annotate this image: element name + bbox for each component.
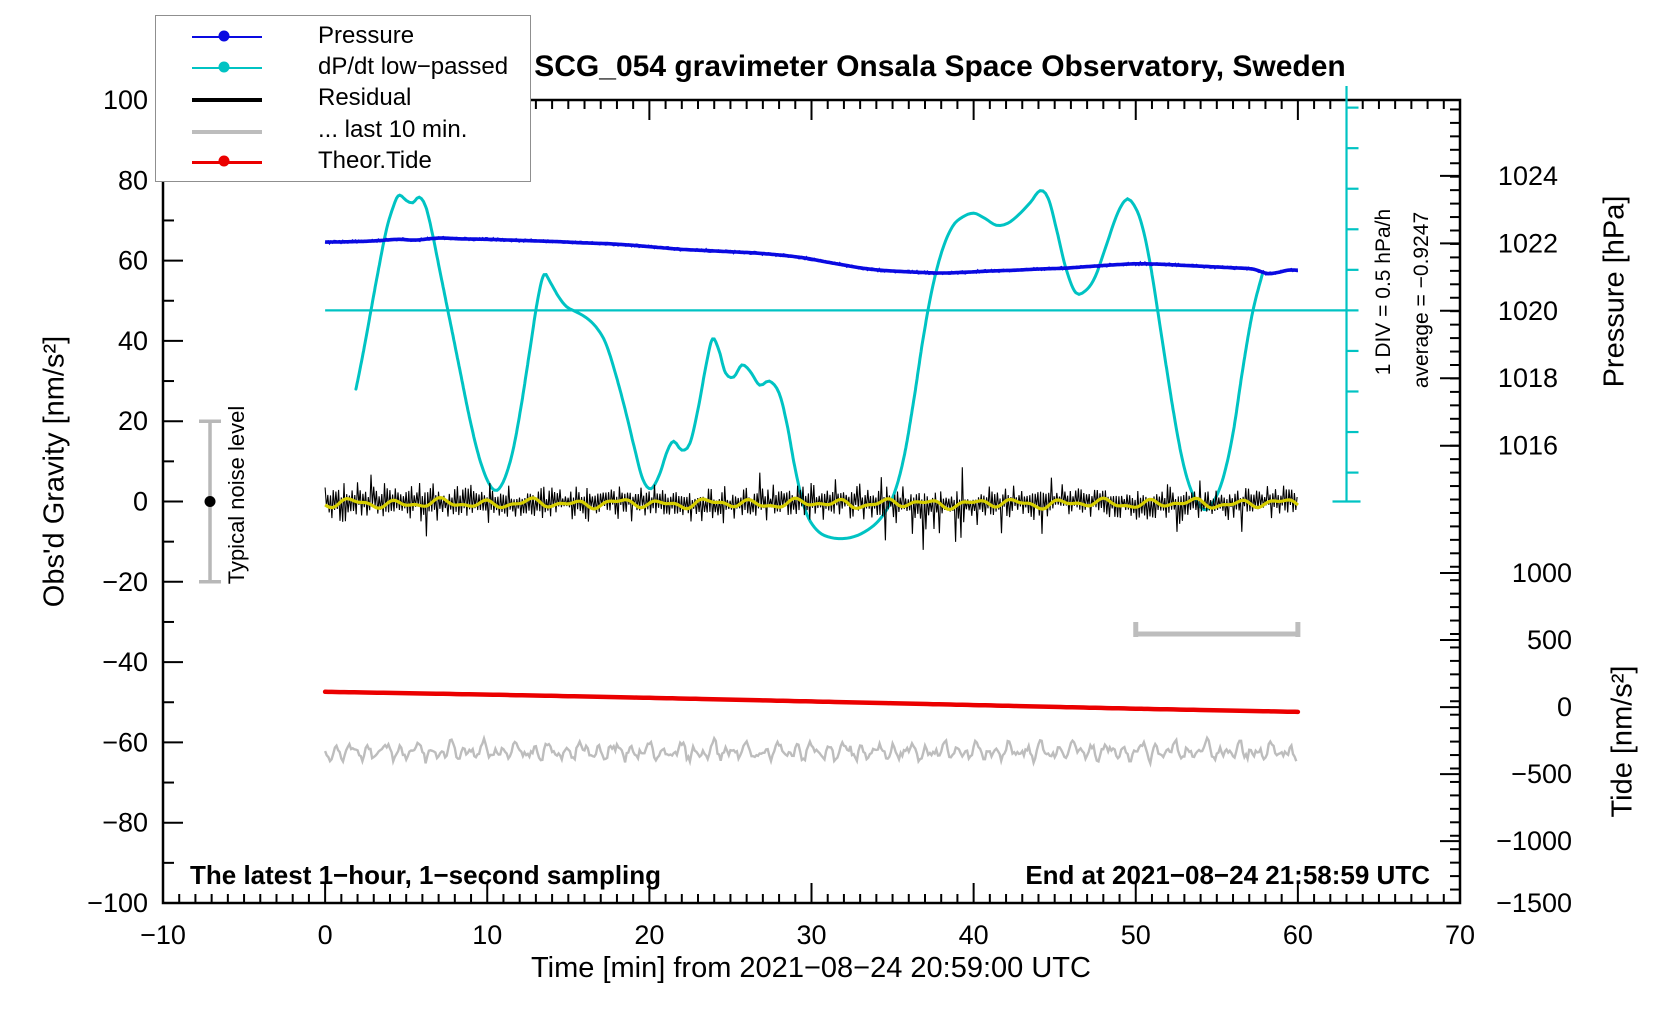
svg-text:40: 40 — [959, 920, 989, 950]
legend-item-2: Residual — [156, 83, 530, 113]
svg-text:40: 40 — [118, 326, 148, 356]
legend-line-sample — [192, 57, 310, 77]
legend-box: Pressure dP/dt low−passed Residual ... last… — [155, 15, 531, 182]
legend-line-sample — [192, 151, 310, 171]
svg-text:−10: −10 — [140, 920, 186, 950]
legend-line-sample — [192, 88, 310, 108]
svg-text:30: 30 — [796, 920, 826, 950]
series-pressure-noise — [324, 235, 1298, 276]
legend-label: Residual — [318, 84, 412, 112]
legend-label: dP/dt low−passed — [318, 53, 509, 81]
svg-text:−500: −500 — [1511, 759, 1572, 789]
svg-text:1022: 1022 — [1498, 228, 1558, 258]
svg-text:−100: −100 — [87, 888, 148, 918]
legend-label: Pressure — [318, 22, 415, 50]
svg-text:−20: −20 — [102, 567, 148, 597]
svg-text:80: 80 — [118, 165, 148, 195]
legend-item-1: dP/dt low−passed — [156, 52, 530, 82]
svg-text:60: 60 — [1283, 920, 1313, 950]
svg-text:1020: 1020 — [1498, 296, 1558, 326]
dpdt-scale — [325, 85, 1361, 503]
svg-text:60: 60 — [118, 246, 148, 276]
series-residual — [324, 467, 1298, 550]
series-last10 — [323, 734, 1298, 768]
svg-text:20: 20 — [634, 920, 664, 950]
svg-text:10: 10 — [472, 920, 502, 950]
y-axis-title-pressure: Pressure [hPa] — [1598, 195, 1631, 388]
svg-text:50: 50 — [1121, 920, 1151, 950]
legend-label: Theor.Tide — [318, 146, 432, 174]
svg-text:0: 0 — [318, 920, 333, 950]
svg-text:70: 70 — [1445, 920, 1475, 950]
svg-text:1000: 1000 — [1512, 558, 1572, 588]
svg-text:−1000: −1000 — [1496, 826, 1572, 856]
svg-text:100: 100 — [103, 85, 148, 115]
svg-text:1018: 1018 — [1498, 363, 1558, 393]
div-scale-note: 1 DIV = 0.5 hPa/h — [1372, 208, 1395, 376]
svg-text:20: 20 — [118, 406, 148, 436]
last10-bracket — [1133, 621, 1301, 637]
end-time-note: End at 2021−08−24 21:58:59 UTC — [1025, 860, 1430, 890]
legend-item-4: Theor.Tide — [156, 146, 530, 176]
legend-dot — [218, 61, 230, 73]
legend-line-sample — [192, 26, 310, 46]
legend-item-0: Pressure — [156, 21, 530, 51]
svg-text:0: 0 — [1557, 692, 1572, 722]
legend-dot — [218, 30, 230, 42]
svg-text:500: 500 — [1527, 625, 1572, 655]
y-axis-title-gravity: Obs'd Gravity [nm/s²] — [38, 335, 71, 608]
series-residual-lowpass — [324, 495, 1299, 512]
series-dpdt — [354, 189, 1264, 541]
svg-text:−60: −60 — [102, 727, 148, 757]
chart-title: SCG_054 gravimeter Onsala Space Observat… — [534, 50, 1346, 83]
legend-item-3: ... last 10 min. — [156, 115, 530, 145]
legend-line-sample — [192, 120, 310, 140]
svg-text:−1500: −1500 — [1496, 888, 1572, 918]
series-theor-tide — [322, 689, 1301, 715]
sampling-note: The latest 1−hour, 1−second sampling — [190, 860, 662, 890]
svg-text:0: 0 — [133, 487, 148, 517]
svg-text:−40: −40 — [102, 647, 148, 677]
noise-level-note: Typical noise level — [224, 405, 249, 585]
average-note: average = −0.9247 — [1410, 211, 1433, 389]
axis-tick-labels: −10 0 10 20 30 40 50 60 70−100−80−60−40−20020406… — [87, 85, 1572, 950]
y-axis-title-tide: Tide [nm/s²] — [1606, 665, 1639, 818]
legend-dot — [218, 155, 230, 167]
typical-noise-errorbar — [199, 419, 222, 584]
svg-text:1024: 1024 — [1498, 161, 1558, 191]
legend-label: ... last 10 min. — [318, 115, 468, 143]
svg-text:−80: −80 — [102, 808, 148, 838]
svg-text:1016: 1016 — [1498, 431, 1558, 461]
x-axis-title: Time [min] from 2021−08−24 20:59:00 UTC — [531, 952, 1091, 984]
